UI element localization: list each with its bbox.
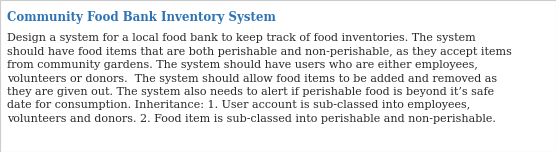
Text: Community Food Bank Inventory System: Community Food Bank Inventory System — [7, 11, 276, 24]
Text: Design a system for a local food bank to keep track of food inventories. The sys: Design a system for a local food bank to… — [7, 33, 512, 124]
